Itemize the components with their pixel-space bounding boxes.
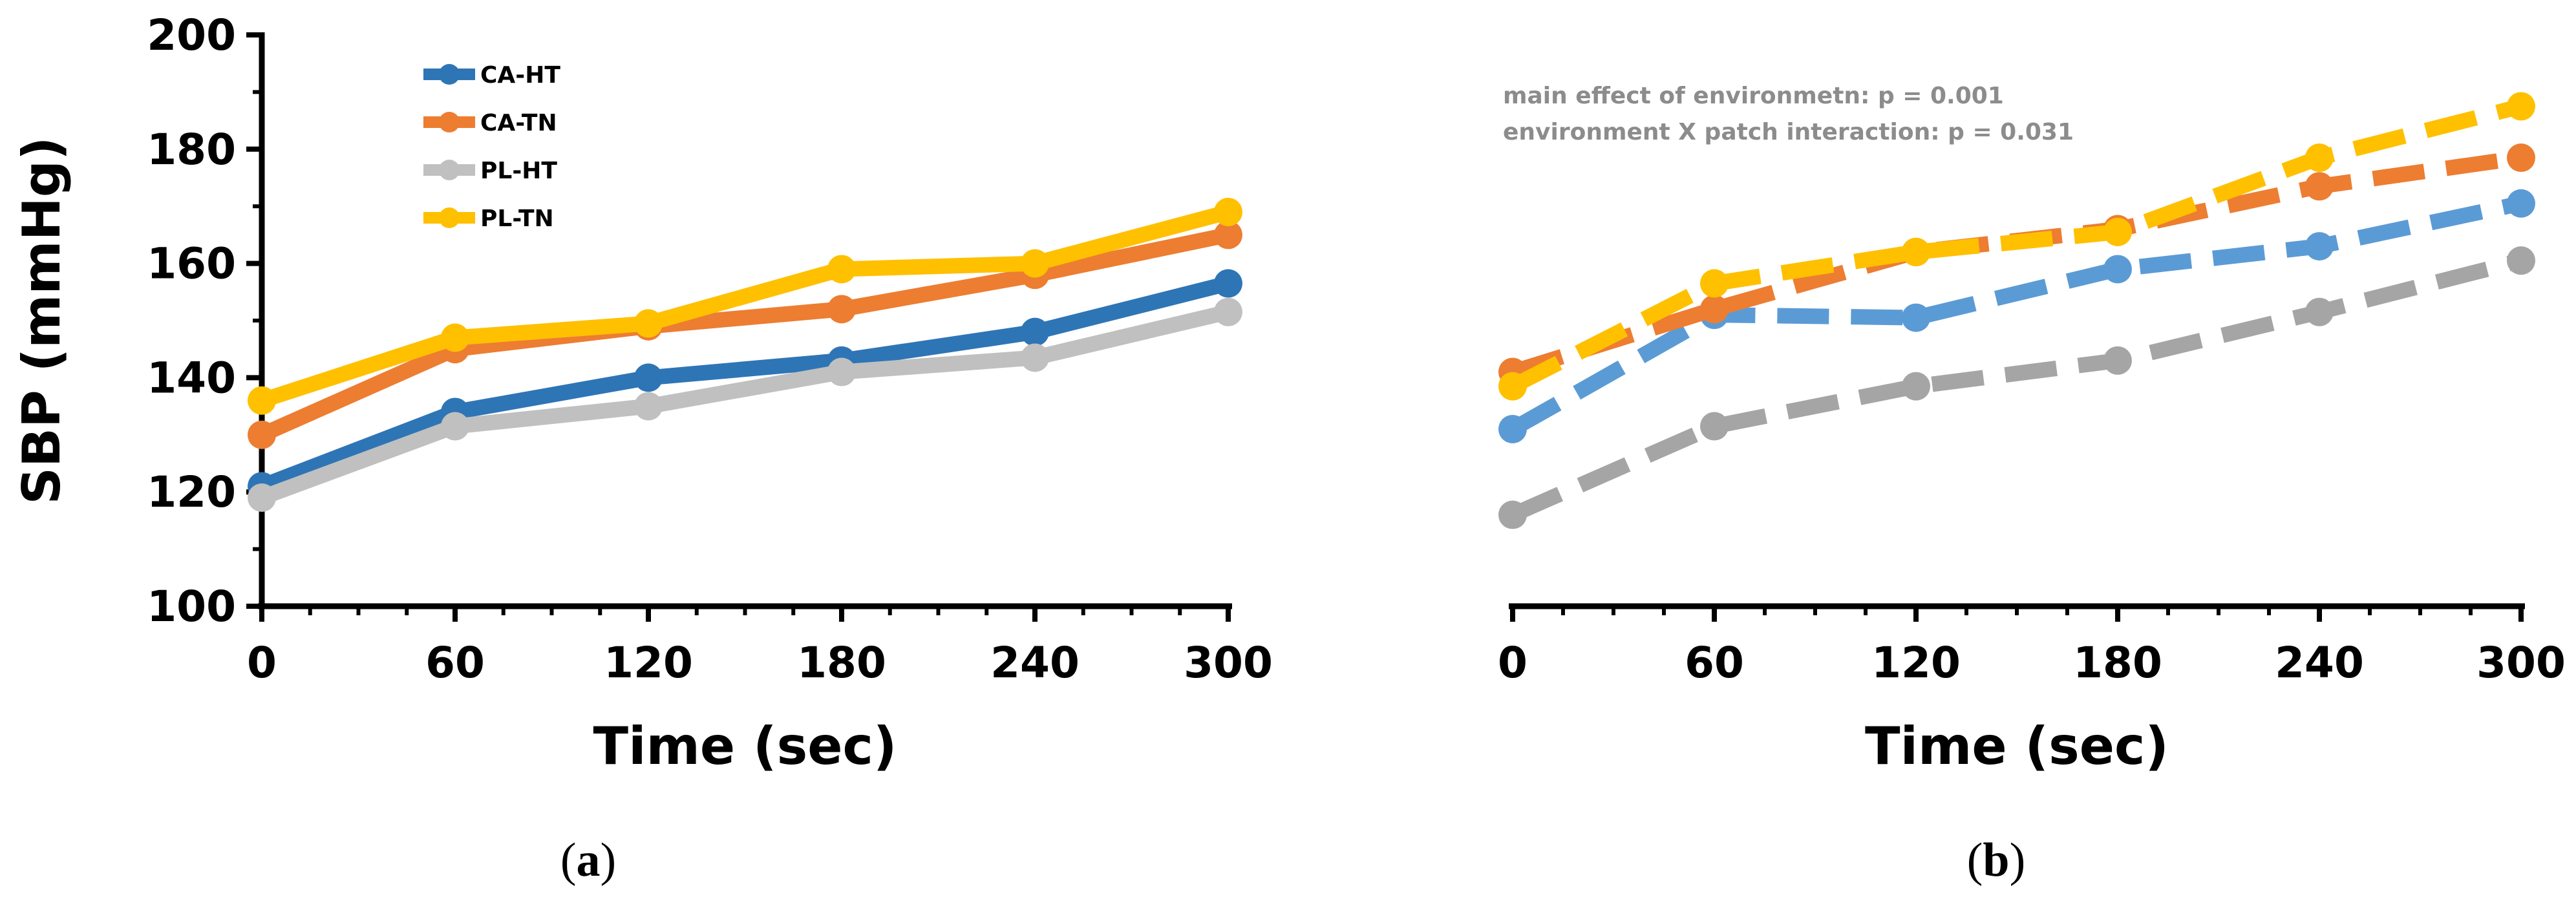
series-line — [1509, 98, 2523, 394]
data-point — [2507, 92, 2535, 121]
series-line — [1509, 196, 2523, 436]
data-point — [634, 309, 663, 338]
series-line — [254, 275, 1236, 494]
series-PL-HT — [1498, 246, 2535, 529]
data-point — [827, 295, 856, 324]
data-point — [1498, 372, 1527, 401]
y-tick-label: 140 — [147, 353, 236, 403]
data-point — [2507, 143, 2535, 173]
data-point — [1214, 220, 1242, 249]
y-tick-label: 100 — [147, 582, 236, 631]
x-tick-label: 0 — [247, 638, 277, 688]
data-point — [2103, 255, 2132, 284]
data-point — [634, 392, 663, 421]
y-tick-label: 200 — [147, 10, 236, 60]
data-point — [1902, 237, 1930, 266]
data-point — [1498, 414, 1527, 443]
annotation: main effect of environmetn: p = 0.001 — [1503, 83, 2004, 109]
data-point — [827, 255, 856, 284]
x-tick-label: 300 — [1184, 638, 1273, 688]
legend: CA-HT CA-TN PL-HT PL-TN — [423, 62, 560, 232]
chart-panel-a: 0 60 120 180 240 300 Time (sec) 100 120 140 160 180… — [12, 10, 1273, 887]
series-line — [254, 204, 1236, 408]
data-point — [1700, 295, 1729, 324]
x-axis-title: Time (sec) — [1865, 716, 2169, 776]
data-point — [1214, 297, 1242, 326]
panel-caption-letter: b — [1983, 834, 2009, 887]
data-point — [248, 483, 276, 513]
data-point — [1021, 317, 1049, 346]
x-tick-label: 0 — [1498, 638, 1528, 688]
data-point — [1700, 412, 1729, 441]
series-line — [1509, 253, 2523, 522]
data-point — [2305, 297, 2334, 326]
legend-swatch-marker — [439, 112, 460, 132]
series-line — [254, 304, 1236, 506]
legend-label: PL-TN — [480, 206, 554, 232]
chart-panel-b: 0 60 120 180 240 300 Time (sec) main effect of … — [1498, 83, 2566, 887]
y-axis-title: SBP (mmHg) — [12, 136, 72, 504]
data-point — [1021, 249, 1049, 278]
legend-item: CA-HT — [423, 62, 560, 89]
y-tick-label: 180 — [147, 125, 236, 175]
legend-item: CA-TN — [423, 110, 557, 136]
data-point — [441, 323, 469, 352]
legend-swatch-marker — [439, 64, 460, 85]
y-tick-label: 120 — [147, 467, 236, 517]
legend-label: CA-TN — [480, 110, 557, 136]
data-point — [441, 412, 469, 441]
data-point — [1902, 372, 1930, 401]
data-point — [2507, 189, 2535, 218]
series-PL-HT — [248, 297, 1242, 513]
data-point — [2103, 217, 2132, 246]
data-point — [634, 363, 663, 392]
x-tick-label: 180 — [797, 638, 886, 688]
data-point — [2507, 246, 2535, 275]
data-point — [1700, 269, 1729, 298]
x-tick-label: 180 — [2073, 638, 2162, 688]
data-point — [248, 420, 276, 449]
legend-label: CA-HT — [480, 62, 560, 89]
x-tick-label: 60 — [1685, 638, 1744, 688]
data-point — [827, 357, 856, 386]
series-line — [254, 227, 1236, 443]
x-tick-label: 120 — [1871, 638, 1961, 688]
x-tick-label: 60 — [425, 638, 485, 688]
series-PL-TN — [1498, 92, 2535, 401]
x-axis-title: Time (sec) — [593, 716, 897, 776]
panel-caption: (a) — [560, 834, 616, 887]
series-PL-TN — [248, 198, 1242, 415]
data-point — [1021, 343, 1049, 372]
data-point — [2103, 346, 2132, 375]
data-point — [2305, 143, 2334, 173]
data-point — [2305, 232, 2334, 261]
legend-item: PL-TN — [423, 206, 554, 232]
data-point — [1214, 198, 1242, 227]
panel-caption-letter: a — [577, 834, 601, 887]
data-point — [1902, 303, 1930, 332]
data-point — [1498, 500, 1527, 529]
x-tick-label: 300 — [2476, 638, 2566, 688]
x-tick-label: 240 — [990, 638, 1080, 688]
annotation: environment X patch interaction: p = 0.0… — [1503, 119, 2074, 145]
legend-swatch-marker — [439, 160, 460, 180]
legend-item: PL-HT — [423, 158, 557, 184]
panel-caption: (b) — [1967, 834, 2025, 887]
x-tick-label: 120 — [604, 638, 693, 688]
legend-label: PL-HT — [480, 158, 557, 184]
legend-swatch-marker — [439, 207, 460, 228]
data-point — [1214, 269, 1242, 298]
y-tick-label: 160 — [147, 239, 236, 289]
data-point — [2305, 172, 2334, 201]
data-point — [248, 386, 276, 415]
x-tick-label: 240 — [2275, 638, 2364, 688]
